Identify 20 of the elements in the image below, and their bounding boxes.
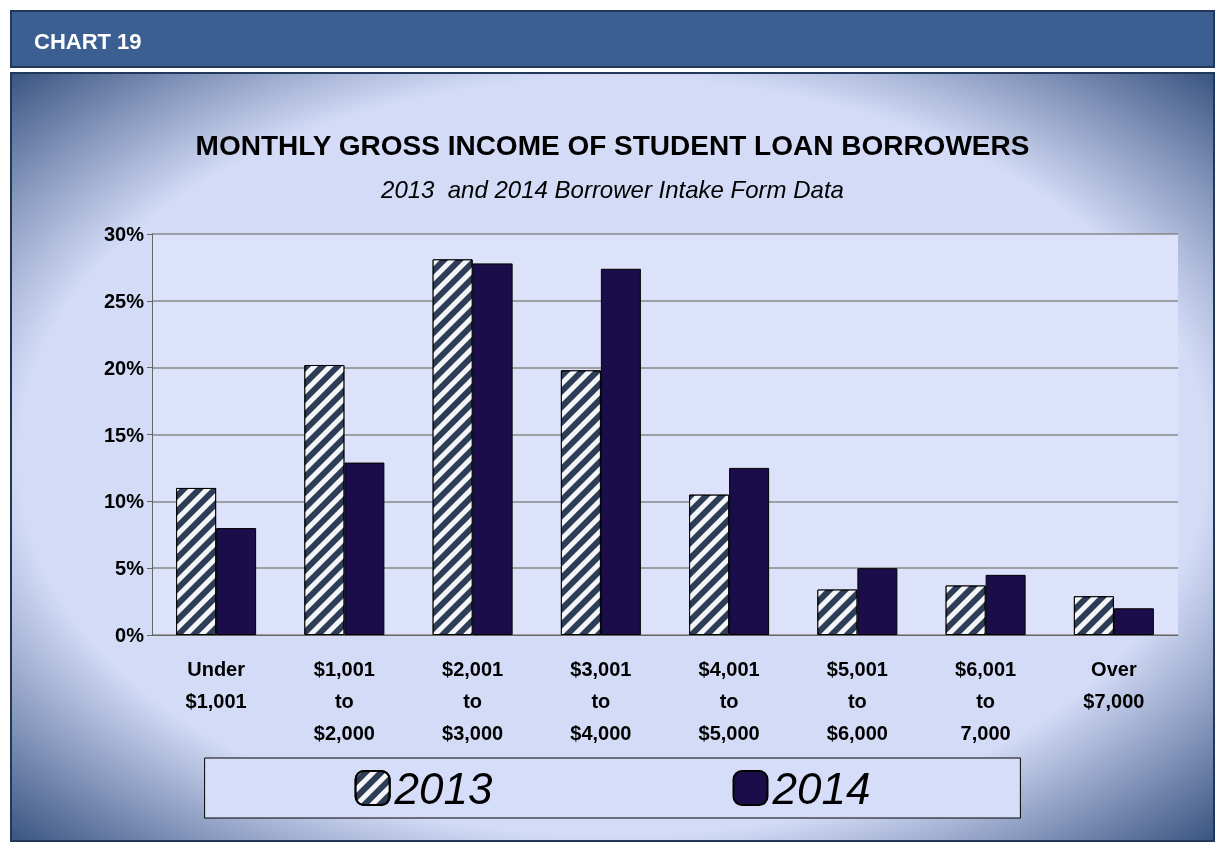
- y-tick-label: 15%: [103, 423, 145, 446]
- y-tick-label: 5%: [115, 557, 145, 580]
- x-tick-label: $2,001 to $3,000: [442, 658, 504, 744]
- x-tick-label: $1,001 to $2,000: [313, 658, 375, 744]
- chart-title: MONTHLY GROSS INCOME OF STUDENT LOAN BORROWERS: [195, 129, 1030, 161]
- legend-label: 2013: [393, 763, 494, 813]
- caption: CHART 19: [10, 10, 1215, 68]
- y-tick-label: 20%: [103, 356, 145, 379]
- y-tick-label: 25%: [103, 289, 145, 312]
- y-tick-label: 10%: [103, 490, 145, 513]
- x-tick-label: $3,001 to $4,000: [570, 658, 632, 744]
- y-tick-label: 0%: [115, 624, 145, 646]
- x-tick-label: Under $1,001: [185, 658, 247, 712]
- y-tick-label: 30%: [103, 223, 145, 245]
- legend-label: 2014: [771, 763, 871, 813]
- x-tick-label: $6,001 to 7,000: [955, 658, 1017, 744]
- x-tick-label: $4,001 to $5,000: [698, 658, 760, 744]
- chart-subtitle: 2013 and 2014 Borrower Intake Form Data: [380, 175, 844, 203]
- x-tick-label: $5,001 to $6,000: [826, 658, 888, 744]
- x-tick-label: Over $7,000: [1083, 658, 1145, 712]
